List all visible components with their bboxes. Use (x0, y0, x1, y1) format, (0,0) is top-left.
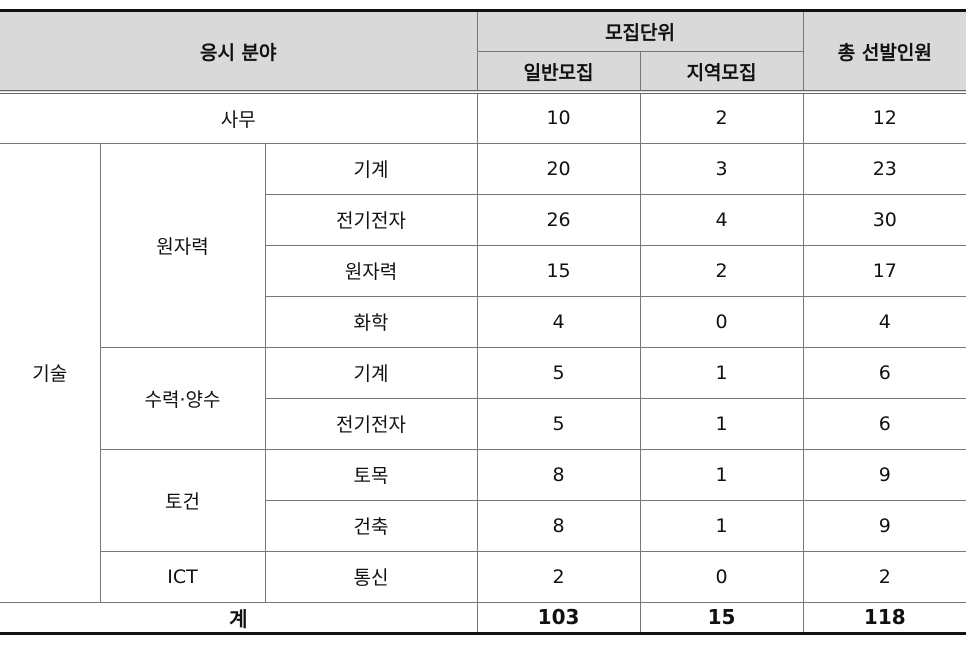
total-label: 계 (0, 601, 478, 635)
cell-general: 15 (476, 244, 641, 297)
total-general: 103 (476, 601, 641, 635)
cell-label: 원자력 (265, 244, 478, 297)
cell-total: 17 (802, 244, 966, 297)
cell-label: 화학 (265, 295, 478, 348)
cell-total: 2 (802, 550, 966, 603)
table-row: 원자력 15 2 17 (0, 244, 966, 297)
header-regional: 지역모집 (639, 51, 804, 94)
cell-regional: 1 (639, 499, 804, 552)
cell-general: 5 (476, 346, 641, 399)
cell-regional: 1 (639, 346, 804, 399)
cell-general: 2 (476, 550, 641, 603)
cell-label: 건축 (265, 499, 478, 552)
table-row: 토건 토목 8 1 9 (0, 448, 966, 552)
table-row: 건축 8 1 9 (0, 499, 966, 552)
total-total: 118 (802, 601, 966, 635)
table-row-total: 계 103 15 118 (0, 601, 966, 635)
cell-total: 9 (802, 499, 966, 552)
cell-general: 5 (476, 397, 641, 450)
cell-total: 6 (802, 397, 966, 450)
office-regional: 2 (639, 91, 804, 144)
recruitment-table: 응시 분야 모집단위 총 선발인원 일반모집 지역모집 사무 10 2 12 기… (0, 9, 966, 635)
table-row: 기술 원자력 기계 20 3 23 (0, 142, 966, 603)
total-regional: 15 (639, 601, 804, 635)
cell-total: 6 (802, 346, 966, 399)
cell-regional: 0 (639, 295, 804, 348)
group-label: 원자력 (99, 142, 266, 348)
cell-regional: 1 (639, 397, 804, 450)
office-total: 12 (802, 91, 966, 144)
office-general: 10 (476, 91, 641, 144)
table-row: ICT 통신 2 0 2 (0, 550, 966, 603)
table-row: 수력·양수 기계 5 1 6 (0, 346, 966, 450)
header-field: 응시 분야 (0, 9, 478, 94)
cell-general: 8 (476, 448, 641, 501)
table-row: 화학 4 0 4 (0, 295, 966, 348)
table-row-office: 사무 10 2 12 (0, 91, 966, 144)
group-label: 토건 (100, 448, 266, 552)
cell-label: 기계 (264, 346, 478, 399)
cell-general: 26 (476, 193, 641, 246)
cell-regional: 2 (639, 244, 804, 297)
table-row: 전기전자 5 1 6 (0, 397, 966, 450)
tech-label: 기술 (0, 142, 101, 603)
header-unit: 모집단위 (476, 9, 804, 52)
office-label: 사무 (0, 91, 478, 144)
cell-regional: 1 (639, 448, 804, 501)
cell-total: 23 (802, 142, 966, 195)
header-total: 총 선발인원 (802, 9, 966, 94)
cell-regional: 0 (639, 550, 804, 603)
group-label: 수력·양수 (100, 346, 266, 450)
cell-label: 전기전자 (265, 193, 478, 246)
cell-general: 8 (476, 499, 641, 552)
cell-regional: 4 (639, 193, 804, 246)
cell-total: 4 (802, 295, 966, 348)
cell-label: 전기전자 (265, 397, 478, 450)
cell-total: 9 (802, 448, 966, 501)
cell-label: 기계 (264, 142, 478, 195)
cell-regional: 3 (639, 142, 804, 195)
cell-label: 통신 (264, 550, 478, 603)
cell-total: 30 (802, 193, 966, 246)
header-general: 일반모집 (477, 51, 641, 94)
cell-label: 토목 (264, 448, 478, 501)
cell-general: 4 (476, 295, 641, 348)
cell-general: 20 (476, 142, 641, 195)
group-label: ICT (100, 550, 266, 603)
